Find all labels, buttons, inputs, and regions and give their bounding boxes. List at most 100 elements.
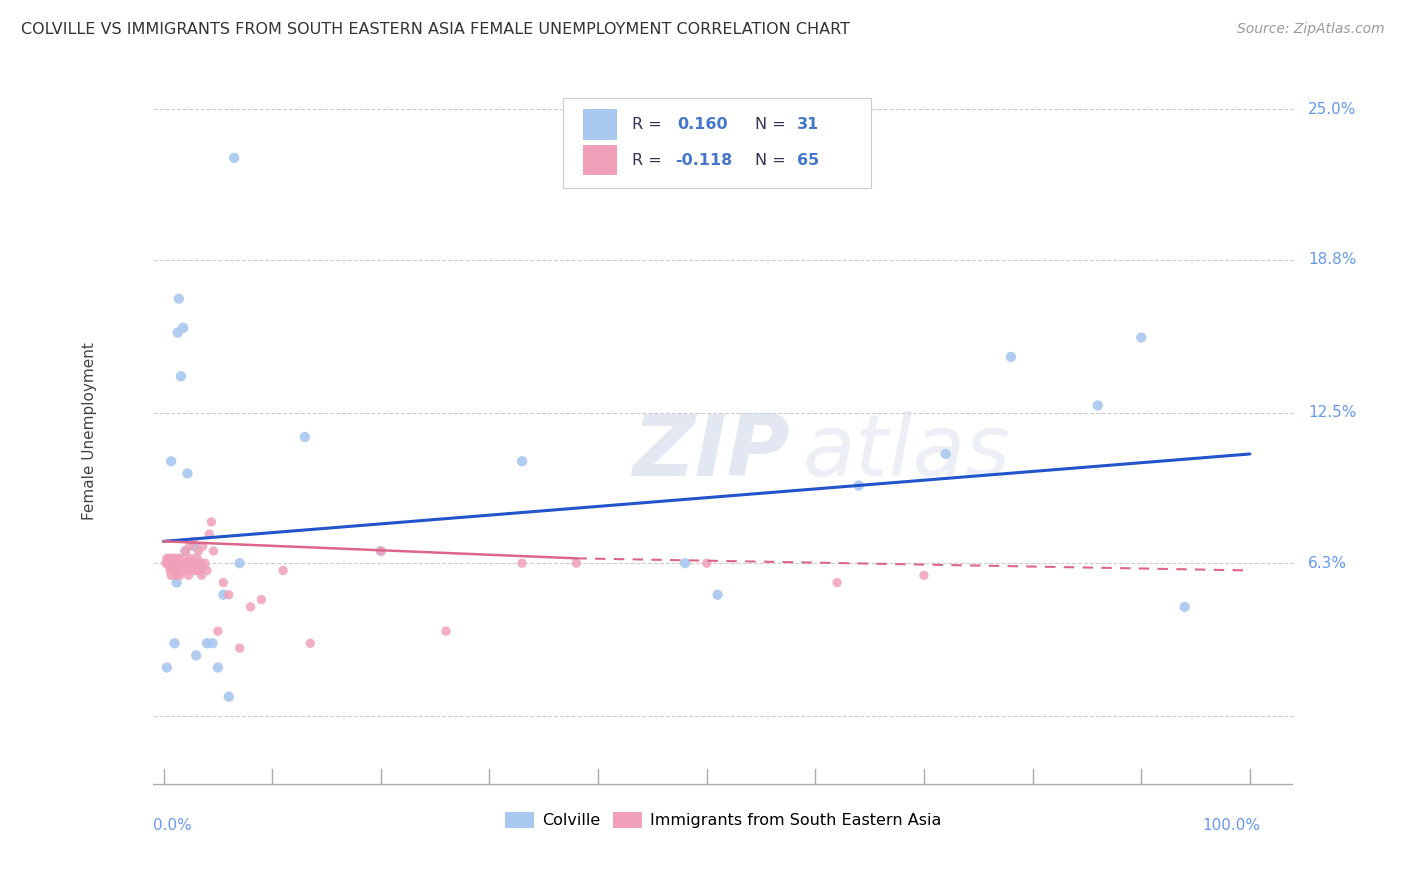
Point — [212, 588, 235, 602]
Point — [370, 544, 392, 558]
Point — [194, 556, 217, 570]
Point — [157, 558, 180, 573]
Point — [191, 539, 214, 553]
Bar — [582, 145, 617, 176]
Point — [156, 551, 179, 566]
Point — [160, 454, 183, 468]
Point — [250, 592, 273, 607]
Point — [156, 556, 179, 570]
Point — [166, 558, 188, 573]
Text: Source: ZipAtlas.com: Source: ZipAtlas.com — [1237, 22, 1385, 37]
Point — [212, 575, 235, 590]
Point — [162, 564, 184, 578]
Point — [228, 641, 250, 656]
Point — [169, 568, 191, 582]
Point — [183, 534, 205, 549]
Text: 0.160: 0.160 — [678, 117, 728, 132]
Point — [1130, 330, 1153, 344]
Point — [170, 556, 193, 570]
Point — [177, 568, 200, 582]
Point — [848, 478, 870, 492]
Point — [176, 556, 198, 570]
Point — [181, 564, 204, 578]
Point — [174, 544, 197, 558]
Point — [166, 564, 188, 578]
Point — [163, 636, 186, 650]
Point — [207, 624, 229, 639]
Point — [165, 564, 187, 578]
Point — [190, 556, 212, 570]
Point — [1087, 399, 1109, 413]
Point — [163, 551, 186, 566]
Text: 65: 65 — [797, 153, 820, 168]
Point — [180, 556, 202, 570]
Point — [370, 544, 392, 558]
Point — [239, 599, 262, 614]
Point — [218, 588, 240, 602]
Point — [200, 515, 222, 529]
Point — [162, 556, 184, 570]
Point — [173, 551, 195, 566]
Point — [172, 564, 194, 578]
Point — [170, 558, 193, 573]
Text: 31: 31 — [797, 117, 820, 132]
Text: 25.0%: 25.0% — [1308, 102, 1357, 117]
Point — [174, 544, 197, 558]
Point — [184, 556, 207, 570]
Point — [165, 556, 187, 570]
Text: -0.118: -0.118 — [675, 153, 733, 168]
Legend: Colville, Immigrants from South Eastern Asia: Colville, Immigrants from South Eastern … — [499, 805, 948, 835]
Point — [165, 556, 187, 570]
Point — [510, 556, 533, 570]
Point — [207, 660, 229, 674]
Point — [162, 556, 184, 570]
Text: N =: N = — [755, 117, 786, 132]
Point — [224, 151, 246, 165]
Point — [157, 551, 180, 566]
Point — [176, 564, 198, 578]
Point — [195, 636, 218, 650]
Point — [159, 564, 181, 578]
Point — [190, 558, 212, 573]
Text: 18.8%: 18.8% — [1308, 252, 1357, 268]
Point — [294, 430, 316, 444]
Point — [166, 551, 188, 566]
Point — [190, 568, 212, 582]
Point — [176, 467, 198, 481]
Point — [155, 556, 177, 570]
Point — [706, 588, 728, 602]
Point — [183, 539, 205, 553]
Point — [271, 564, 294, 578]
Text: COLVILLE VS IMMIGRANTS FROM SOUTH EASTERN ASIA FEMALE UNEMPLOYMENT CORRELATION C: COLVILLE VS IMMIGRANTS FROM SOUTH EASTER… — [21, 22, 851, 37]
Point — [160, 551, 183, 566]
Text: 0.0%: 0.0% — [153, 818, 191, 833]
Point — [202, 544, 225, 558]
Text: R =: R = — [631, 153, 662, 168]
Point — [218, 690, 240, 704]
Text: ZIP: ZIP — [631, 411, 789, 494]
Point — [180, 551, 202, 566]
Point — [1174, 599, 1197, 614]
Point — [162, 564, 184, 578]
Point — [565, 556, 588, 570]
FancyBboxPatch shape — [564, 98, 872, 187]
Point — [696, 556, 718, 570]
Text: 6.3%: 6.3% — [1308, 556, 1347, 571]
Point — [434, 624, 457, 639]
Point — [186, 551, 208, 566]
Point — [187, 544, 209, 558]
Point — [510, 454, 533, 468]
Point — [166, 575, 188, 590]
Point — [166, 568, 188, 582]
Point — [167, 551, 190, 566]
Point — [228, 556, 250, 570]
Text: atlas: atlas — [803, 411, 1011, 494]
Text: Female Unemployment: Female Unemployment — [83, 342, 97, 520]
Point — [166, 326, 188, 340]
Point — [167, 292, 190, 306]
Point — [162, 551, 184, 566]
Point — [159, 556, 181, 570]
Point — [180, 556, 202, 570]
Point — [198, 527, 221, 541]
Point — [170, 369, 193, 384]
